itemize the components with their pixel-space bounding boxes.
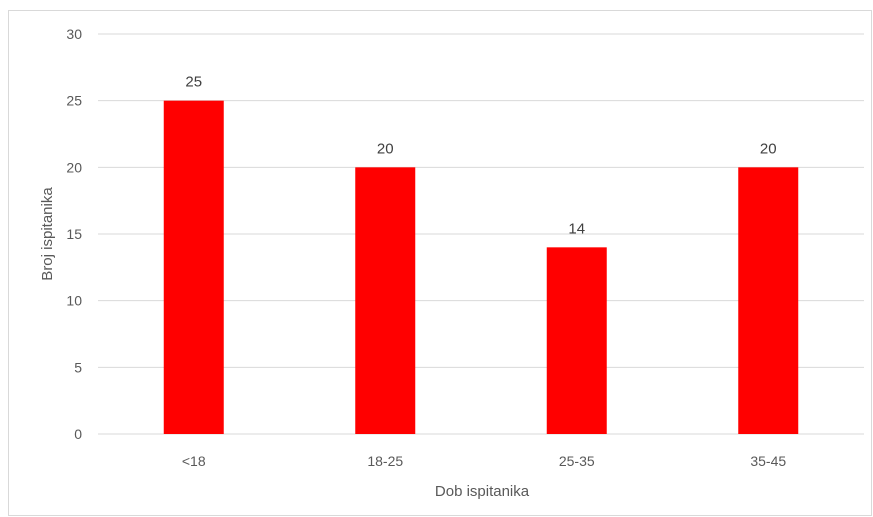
y-axis-title: Broj ispitanika [39, 187, 56, 281]
data-label: 14 [568, 220, 585, 237]
data-label: 20 [377, 140, 394, 157]
gridlines [98, 33, 864, 435]
chart-frame [8, 10, 872, 516]
y-tick-label: 0 [74, 426, 82, 442]
y-tick-label: 15 [66, 226, 82, 242]
bar [738, 167, 799, 435]
data-label: 20 [760, 140, 777, 157]
bar [546, 247, 607, 434]
x-axis-ticks: <18 18-25 25-35 35-45 [182, 453, 786, 469]
x-tick-label: 18-25 [367, 453, 403, 469]
y-tick-label: 5 [74, 359, 82, 375]
x-axis-title: Dob ispitanika [435, 483, 530, 500]
x-tick-label: 35-45 [750, 453, 786, 469]
x-tick-label: <18 [182, 453, 206, 469]
y-tick-label: 25 [66, 93, 82, 109]
y-tick-label: 10 [66, 293, 82, 309]
bar [163, 100, 224, 435]
bar [355, 167, 416, 435]
y-tick-label: 30 [66, 26, 82, 42]
y-tick-label: 20 [66, 159, 82, 175]
data-labels: 25 20 14 20 [185, 74, 776, 238]
y-axis-ticks: 0 5 10 15 20 25 30 [66, 26, 82, 442]
data-label: 25 [185, 74, 202, 91]
bars [163, 100, 799, 435]
x-tick-label: 25-35 [559, 453, 595, 469]
